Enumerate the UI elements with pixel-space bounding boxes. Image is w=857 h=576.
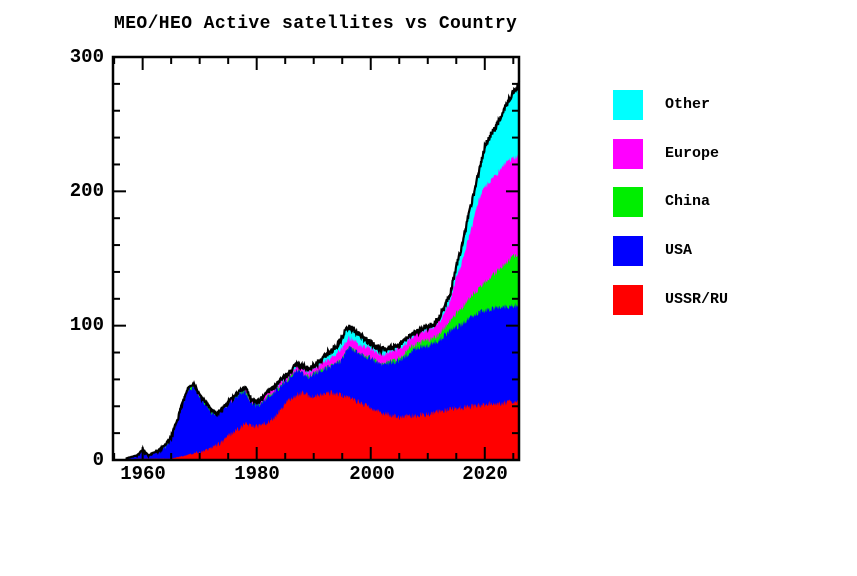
legend-swatch-china — [613, 187, 643, 217]
legend-swatch-usa — [613, 236, 643, 266]
legend-item-europe: Europe — [613, 139, 833, 169]
y-axis-tick-label: 0 — [92, 449, 104, 471]
total-line — [125, 80, 521, 460]
legend-label: Other — [665, 96, 711, 113]
legend-label: China — [665, 193, 711, 210]
legend-label: USSR/RU — [665, 291, 729, 308]
chart-title: MEO/HEO Active satellites vs Country — [114, 14, 518, 34]
legend-item-ussr-ru: USSR/RU — [613, 285, 833, 315]
legend-item-china: China — [613, 187, 833, 217]
y-axis-tick-label: 200 — [69, 180, 104, 202]
legend-swatch-other — [613, 90, 643, 120]
x-axis-tick-label: 2020 — [462, 463, 508, 485]
plot-box — [111, 55, 521, 462]
legend-swatch-ussr-ru — [613, 285, 643, 315]
y-axis-tick-label: 100 — [69, 314, 104, 336]
x-axis-tick-label: 2000 — [349, 463, 395, 485]
x-axis-tick-label: 1980 — [234, 463, 280, 485]
legend-item-usa: USA — [613, 236, 833, 266]
x-axis-tick-label: 1960 — [120, 463, 166, 485]
y-axis-tick-label: 300 — [69, 46, 104, 68]
legend-label: Europe — [665, 145, 720, 162]
legend-swatch-europe — [613, 139, 643, 169]
legend: Other Europe China USA USSR/RU — [613, 0, 833, 576]
legend-label: USA — [665, 242, 693, 259]
legend-item-other: Other — [613, 90, 833, 120]
area-ussr-ru — [125, 389, 519, 460]
